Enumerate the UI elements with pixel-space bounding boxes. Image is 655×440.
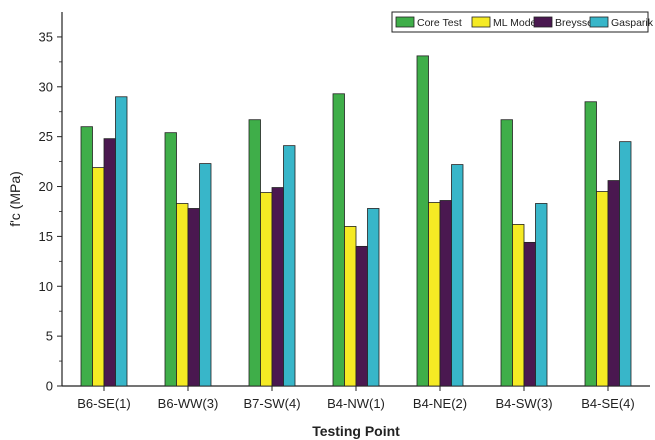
bar-ml-model [176, 203, 189, 387]
bar-core-test [80, 126, 93, 387]
bar-core-test [332, 93, 345, 387]
legend-label: Gasparik [611, 17, 654, 29]
y-tick-label: 0 [46, 379, 53, 394]
legend-box [391, 11, 649, 33]
bar-gasparik [115, 96, 128, 387]
y-tick-label: 30 [39, 79, 53, 94]
bar-ml-model [428, 202, 441, 387]
legend-swatch [533, 16, 553, 28]
bar-gasparik [367, 208, 380, 387]
y-tick-label: 20 [39, 179, 53, 194]
x-tick-label: B4-NW(1) [327, 396, 385, 411]
bar-core-test [164, 132, 177, 387]
x-tick-label: B4-SE(4) [581, 396, 634, 411]
bar-breysse [271, 187, 284, 387]
bar-breysse [523, 241, 536, 387]
bar-gasparik [535, 203, 548, 387]
bar-gasparik [283, 145, 296, 387]
bar-core-test [416, 55, 429, 387]
y-tick-label: 15 [39, 229, 53, 244]
bar-ml-model [344, 226, 357, 387]
legend-swatch [471, 16, 491, 28]
y-tick-label: 25 [39, 129, 53, 144]
bar-ml-model [512, 224, 525, 387]
bar-core-test [584, 101, 597, 387]
x-axis: B6-SE(1) B6-WW(3) B7-SW(4) B4-NW(1) B4-NE(2)… [77, 386, 635, 411]
bar-breysse [607, 180, 620, 387]
legend-label: Core Test [417, 17, 462, 29]
x-tick-label: B4-SW(3) [495, 396, 552, 411]
bar-ml-model [260, 192, 273, 387]
legend-label: Breysse [555, 17, 593, 29]
legend-swatch [395, 16, 415, 28]
bars-group [80, 55, 632, 387]
legend: Core Test ML Model Breysse Gasparik [391, 11, 654, 33]
y-tick-label: 5 [46, 329, 53, 344]
x-tick-label: B6-SE(1) [77, 396, 130, 411]
x-tick-label: B4-NE(2) [413, 396, 467, 411]
bar-breysse [355, 245, 368, 387]
bar-ml-model [596, 191, 609, 387]
legend-label: ML Model [493, 17, 539, 29]
x-tick-label: B6-WW(3) [158, 396, 219, 411]
y-tick-label: 10 [39, 279, 53, 294]
bar-breysse [103, 138, 116, 387]
x-tick-label: B7-SW(4) [243, 396, 300, 411]
bar-core-test [500, 119, 513, 387]
bar-ml-model [92, 167, 105, 387]
bar-gasparik [619, 141, 632, 387]
legend-swatch [589, 16, 609, 28]
x-axis-title: Testing Point [312, 423, 400, 439]
bar-core-test [248, 119, 261, 387]
y-axis: 0 5 10 15 20 25 30 35 [39, 29, 62, 394]
y-axis-title: f'c (MPa) [7, 171, 23, 227]
bar-gasparik [451, 164, 464, 387]
y-tick-label: 35 [39, 29, 53, 44]
bar-breysse [439, 200, 452, 387]
bar-breysse [187, 208, 200, 387]
bar-gasparik [199, 163, 212, 387]
